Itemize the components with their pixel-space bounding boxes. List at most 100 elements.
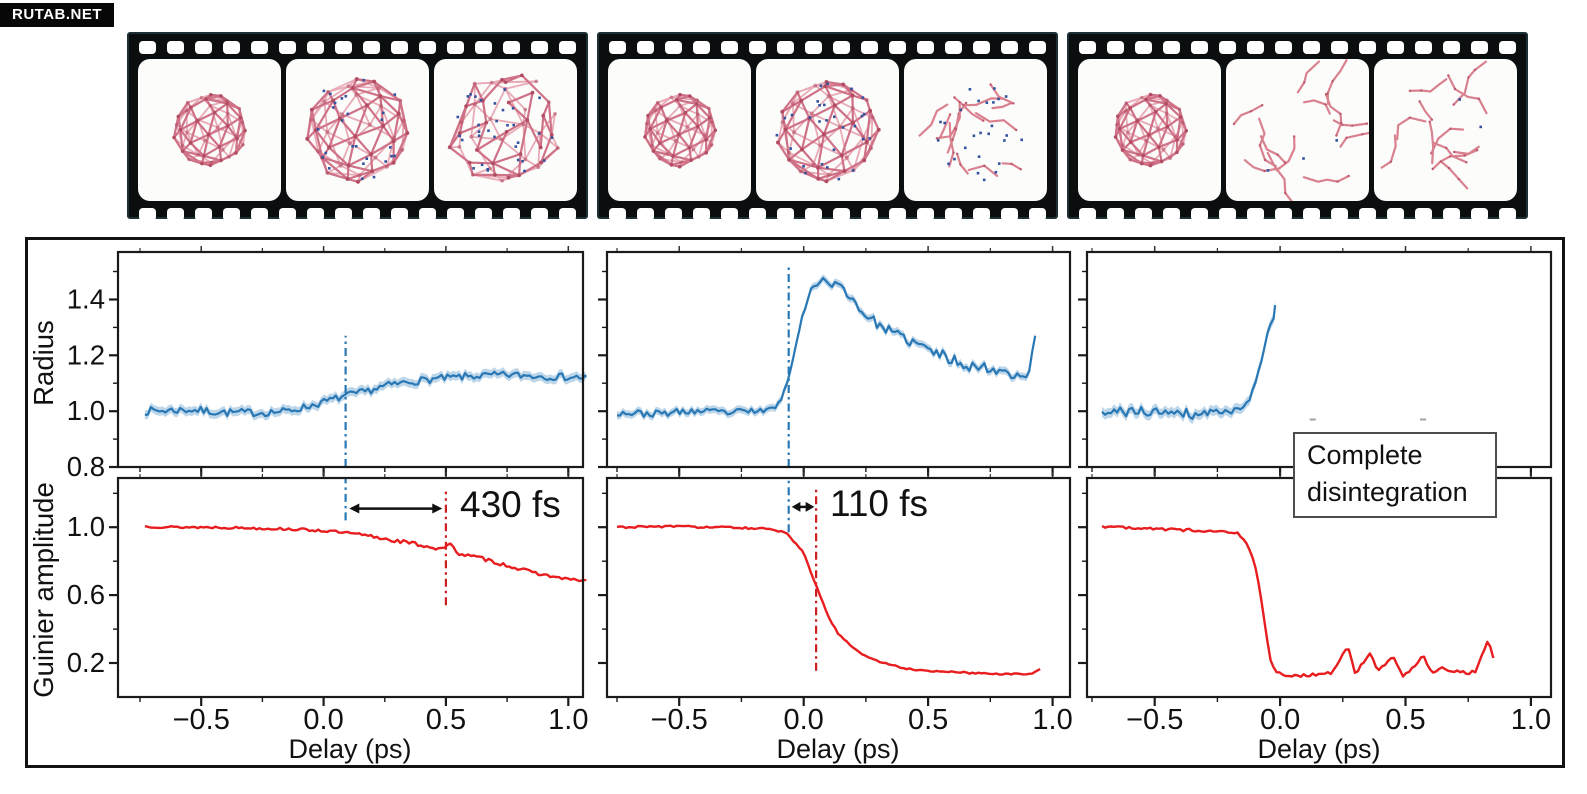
molecule-atom (1128, 157, 1132, 162)
molecule-bond (696, 116, 711, 128)
molecule-bond (792, 102, 813, 115)
molecule-bond (306, 137, 324, 159)
electron-dot (853, 124, 857, 128)
complete-disintegration-label: Complete disintegration (1293, 432, 1497, 518)
molecule-intact-fullerene (643, 92, 718, 169)
sprocket-hole (721, 208, 738, 221)
sprocket-hole (1415, 41, 1432, 54)
molecule-bond (517, 161, 543, 177)
sprocket-hole (665, 208, 682, 221)
molecule-atom (1124, 101, 1129, 105)
molecule-bond (684, 111, 699, 128)
molecule-atom (1428, 120, 1431, 123)
molecule-atom (823, 84, 828, 89)
molecule-atom (489, 80, 494, 85)
molecule-bond (491, 152, 522, 165)
molecule-atom (470, 173, 475, 177)
molecule-atom (958, 101, 961, 104)
electron-dot (493, 102, 497, 105)
y-tick-label: 0.6 (67, 579, 105, 610)
molecule-atom (691, 147, 696, 152)
electron-dot (516, 158, 520, 162)
molecule-bond (326, 172, 361, 176)
electron-dot (486, 168, 489, 171)
sprocket-hole (609, 208, 626, 221)
molecule-atom (1284, 191, 1287, 195)
molecule-atom (208, 163, 213, 168)
electron-dot (833, 115, 836, 119)
molecule-bond (652, 149, 673, 167)
molecule-atom (391, 139, 396, 144)
molecule-atom (240, 120, 244, 125)
molecule-atom (369, 152, 374, 157)
x-tick-label: 0.5 (426, 704, 466, 736)
molecule-atom (850, 120, 855, 125)
annotation-110fs: 110 fs (830, 483, 929, 524)
molecule-atom (671, 154, 675, 158)
molecule-bond (658, 141, 675, 158)
sprocket-hole (805, 41, 822, 54)
molecule-atom (786, 150, 791, 155)
molecule-atom (525, 118, 530, 122)
molecule-bond (677, 111, 687, 136)
molecule-bond (517, 152, 522, 177)
molecule-fragment (1428, 120, 1435, 165)
molecule-atom (707, 106, 711, 111)
molecule-atom (353, 134, 358, 139)
molecule-bond (481, 78, 504, 102)
molecule-atom (839, 153, 844, 158)
molecule-atom (405, 131, 410, 135)
molecule-bond (1126, 131, 1147, 142)
molecule-bond (327, 117, 342, 149)
molecule-bond (448, 146, 471, 164)
molecule-bond (392, 131, 409, 143)
molecule-bond (179, 106, 193, 131)
molecule-atom (959, 163, 962, 166)
electron-dot (521, 159, 524, 163)
molecule-atom (325, 170, 330, 175)
molecule-atom (365, 103, 370, 108)
filmstrip-1 (127, 32, 588, 221)
molecule-fragment (1430, 127, 1465, 155)
stray-mark (1309, 418, 1316, 421)
sprocket-hole (223, 208, 240, 221)
molecule-bond (1116, 106, 1132, 118)
molecule-bond (781, 99, 803, 113)
molecule-atom (655, 100, 660, 105)
molecule-atom (464, 104, 468, 109)
molecule-bond (189, 97, 208, 109)
electron-dot (819, 84, 823, 88)
sprocket-hole (1359, 208, 1376, 221)
molecule-atom (1445, 146, 1448, 150)
molecule-fragment (1258, 117, 1277, 168)
molecule-atom (864, 140, 869, 145)
molecule-intact-fullerene (172, 93, 247, 168)
molecule-atom (1140, 161, 1144, 166)
molecule-atom (1010, 162, 1013, 166)
radius-curve-col1 (144, 370, 587, 418)
molecule-bond (800, 85, 827, 102)
x-tick-label: 0.5 (908, 704, 948, 736)
molecule-atom (1336, 180, 1339, 183)
molecule-fragment-ring (1232, 59, 1369, 201)
sprocket-hole (363, 41, 380, 54)
sprocket-hole (693, 208, 710, 221)
molecule-atom (683, 111, 688, 115)
molecule-bond (665, 119, 681, 136)
molecule-bond (392, 131, 409, 164)
molecule-atom (1447, 166, 1451, 170)
molecule-atom (196, 118, 201, 122)
molecule-bond (1129, 133, 1151, 144)
axis-box-col2-row2 (605, 476, 1072, 699)
electron-dot (516, 141, 520, 144)
molecule-atom (1136, 118, 1140, 122)
molecule-atom (178, 127, 183, 132)
molecule-atom (792, 130, 796, 135)
molecule-atom (208, 103, 213, 108)
sprocket-hole (637, 208, 654, 221)
molecule-atom (688, 94, 692, 98)
molecule-bond (665, 111, 687, 122)
molecule-bond (310, 118, 320, 153)
molecule-bond (651, 144, 669, 155)
molecule-atom (1165, 111, 1169, 116)
